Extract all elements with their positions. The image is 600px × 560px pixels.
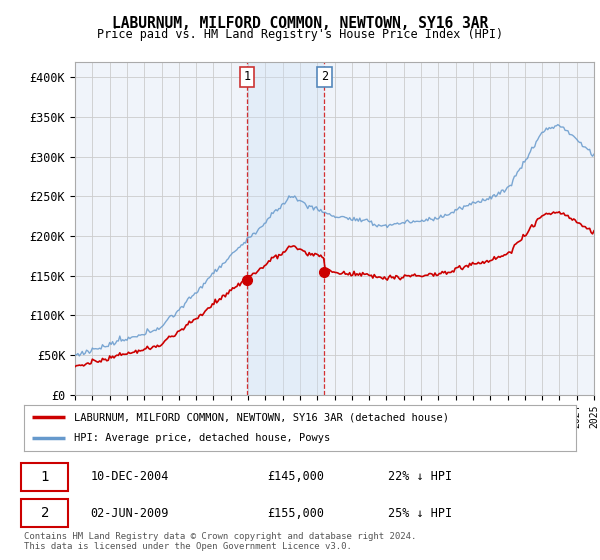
- Text: 25% ↓ HPI: 25% ↓ HPI: [388, 507, 452, 520]
- Text: 02-JUN-2009: 02-JUN-2009: [90, 507, 169, 520]
- Bar: [247, 62, 325, 395]
- Text: Contains HM Land Registry data © Crown copyright and database right 2024.
This d: Contains HM Land Registry data © Crown c…: [24, 532, 416, 552]
- Text: HPI: Average price, detached house, Powys: HPI: Average price, detached house, Powy…: [74, 433, 330, 444]
- Text: 2: 2: [41, 506, 49, 520]
- Text: 2: 2: [321, 70, 328, 83]
- Text: £155,000: £155,000: [267, 507, 324, 520]
- FancyBboxPatch shape: [21, 500, 68, 527]
- Text: LABURNUM, MILFORD COMMON, NEWTOWN, SY16 3AR (detached house): LABURNUM, MILFORD COMMON, NEWTOWN, SY16 …: [74, 412, 449, 422]
- Text: 22% ↓ HPI: 22% ↓ HPI: [388, 470, 452, 483]
- Text: 1: 1: [41, 470, 49, 484]
- Text: 10-DEC-2004: 10-DEC-2004: [90, 470, 169, 483]
- FancyBboxPatch shape: [21, 463, 68, 491]
- Text: £145,000: £145,000: [267, 470, 324, 483]
- Text: LABURNUM, MILFORD COMMON, NEWTOWN, SY16 3AR: LABURNUM, MILFORD COMMON, NEWTOWN, SY16 …: [112, 16, 488, 31]
- Text: Price paid vs. HM Land Registry's House Price Index (HPI): Price paid vs. HM Land Registry's House …: [97, 28, 503, 41]
- Text: 1: 1: [244, 70, 251, 83]
